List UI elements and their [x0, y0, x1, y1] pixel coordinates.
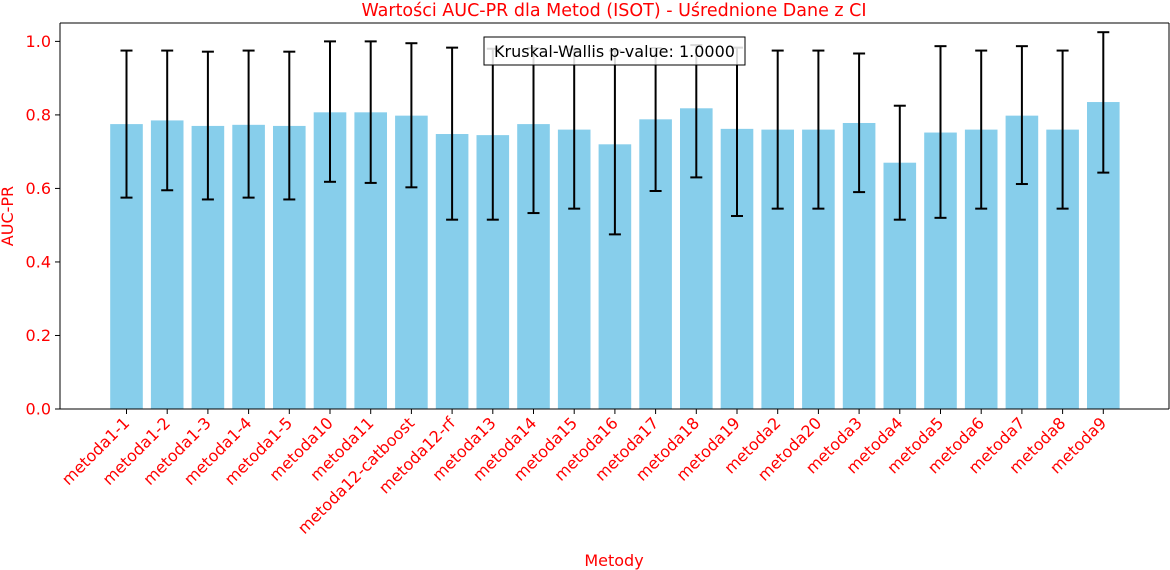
- error-bar: [1056, 49, 1069, 210]
- x-axis-label: Metody: [584, 551, 643, 570]
- error-bar: [161, 49, 174, 192]
- y-tick-label: 0.6: [26, 179, 51, 198]
- error-bar: [812, 49, 825, 210]
- y-axis-label: AUC-PR: [0, 186, 17, 246]
- annotation-text: Kruskal-Wallis p-value: 1.0000: [494, 42, 735, 61]
- error-bar: [934, 45, 947, 219]
- error-bar: [201, 50, 214, 201]
- error-bar: [120, 49, 133, 199]
- y-tick-label: 0.8: [26, 105, 51, 124]
- error-bar: [1015, 45, 1028, 186]
- y-tick-label: 1.0: [26, 32, 51, 51]
- x-axis-ticks: metoda1-1metoda1-2metoda1-3metoda1-4meto…: [58, 409, 1110, 538]
- error-bar: [446, 46, 459, 221]
- y-tick-label: 0.0: [26, 400, 51, 419]
- error-bar: [283, 50, 296, 201]
- error-bars: [120, 31, 1110, 236]
- error-bar: [771, 49, 784, 210]
- error-bar: [364, 40, 377, 184]
- error-bar: [324, 40, 336, 183]
- kruskal-wallis-annotation: Kruskal-Wallis p-value: 1.0000: [483, 36, 746, 66]
- error-bar: [975, 49, 988, 210]
- annotation-box: [483, 36, 746, 66]
- error-bar: [242, 49, 255, 199]
- error-bar: [853, 52, 866, 194]
- y-tick-label: 0.2: [26, 326, 51, 345]
- y-axis-ticks: 0.0 0.2 0.4 0.6 0.8 1.0: [26, 32, 60, 419]
- plot-area: [110, 102, 1120, 410]
- error-bar: [405, 42, 418, 189]
- error-bar: [893, 104, 906, 221]
- chart-title: Wartości AUC-PR dla Metod (ISOT) - Uśred…: [361, 1, 866, 21]
- y-tick-label: 0.4: [26, 252, 51, 271]
- error-bar: [1097, 31, 1110, 174]
